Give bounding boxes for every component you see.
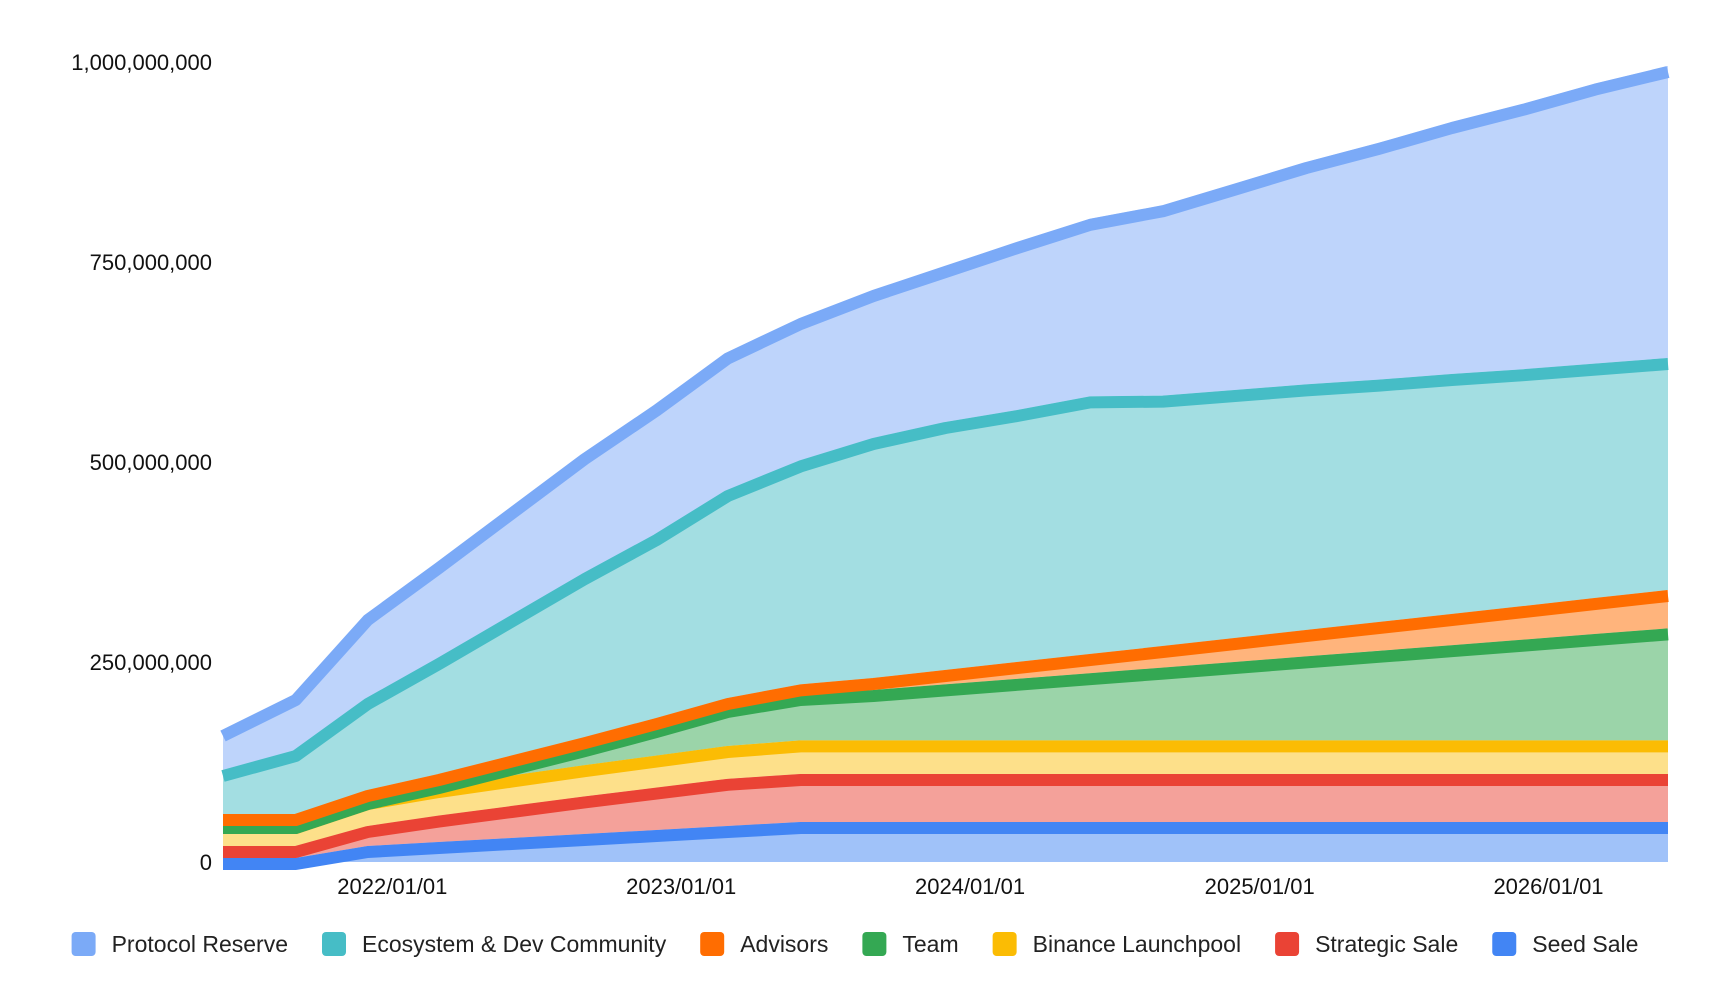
line-binance-launchpool — [223, 740, 1668, 834]
legend-label: Advisors — [740, 931, 828, 957]
legend-swatch — [322, 932, 347, 956]
legend-item-protocol-reserve[interactable]: Protocol Reserve — [71, 931, 288, 957]
legend-swatch — [71, 932, 96, 956]
y-tick-label: 0 — [200, 850, 212, 875]
legend-label: Ecosystem & Dev Community — [362, 931, 667, 957]
line-protocol-reserve — [220, 66, 1670, 742]
legend-item-ecosystem-and-dev-community[interactable]: Ecosystem & Dev Community — [322, 931, 667, 957]
legend-swatch — [992, 932, 1017, 956]
line-advisors — [223, 590, 1669, 826]
legend-label: Team — [902, 931, 958, 957]
x-tick-label: 2025/01/01 — [1205, 874, 1315, 899]
legend-swatch — [1275, 932, 1300, 956]
legend-label: Protocol Reserve — [112, 931, 288, 957]
y-tick-label: 250,000,000 — [90, 650, 212, 675]
line-seed-sale — [223, 822, 1668, 870]
x-tick-label: 2022/01/01 — [337, 874, 447, 899]
y-tick-label: 500,000,000 — [90, 450, 212, 475]
legend: Protocol Reserve Ecosystem & Dev Communit… — [71, 931, 1638, 957]
legend-label: Strategic Sale — [1315, 931, 1458, 957]
legend-item-strategic-sale[interactable]: Strategic Sale — [1275, 931, 1458, 957]
x-tick-label: 2026/01/01 — [1493, 874, 1603, 899]
legend-swatch — [1492, 932, 1517, 956]
x-tick-label: 2023/01/01 — [626, 874, 736, 899]
y-tick-label: 750,000,000 — [90, 250, 212, 275]
y-tick-label: 1,000,000,000 — [71, 50, 212, 75]
legend-item-seed-sale[interactable]: Seed Sale — [1492, 931, 1638, 957]
legend-item-advisors[interactable]: Advisors — [700, 931, 828, 957]
legend-item-team[interactable]: Team — [862, 931, 959, 957]
legend-swatch — [700, 932, 725, 956]
area-ecosystem-and-dev-community — [223, 358, 1668, 814]
area-team — [223, 628, 1668, 822]
legend-swatch — [862, 932, 887, 956]
legend-item-binance-launchpool[interactable]: Binance Launchpool — [992, 931, 1241, 957]
x-tick-label: 2024/01/01 — [915, 874, 1025, 899]
legend-label: Binance Launchpool — [1033, 931, 1241, 957]
line-layer — [220, 66, 1670, 870]
legend-label: Seed Sale — [1532, 931, 1638, 957]
line-strategic-sale — [223, 774, 1668, 858]
y-axis: 0 250,000,000 500,000,000 750,000,000 1,000,… — [71, 50, 212, 875]
x-axis: 2022/01/01 2023/01/01 2024/01/01 2025/01/01… — [337, 874, 1603, 899]
area-strategic-sale — [223, 774, 1668, 858]
line-team — [223, 628, 1669, 834]
area-advisors — [223, 590, 1668, 822]
area-protocol-reserve — [223, 66, 1668, 770]
line-ecosystem-and-dev-community — [221, 358, 1669, 782]
